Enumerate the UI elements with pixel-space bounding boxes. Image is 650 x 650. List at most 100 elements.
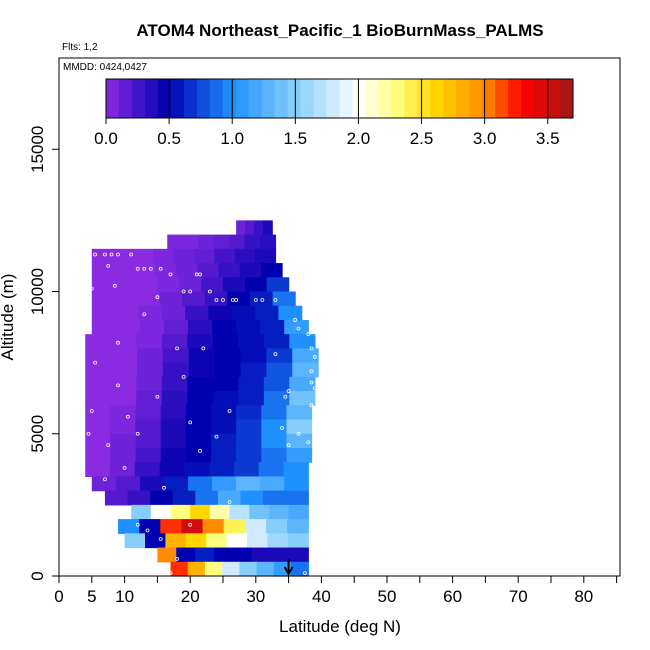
heatmap-cell xyxy=(236,447,262,463)
heatmap-cell xyxy=(238,376,265,392)
heatmap-cell xyxy=(267,533,289,549)
heatmap-cell xyxy=(214,362,242,378)
heatmap-cell xyxy=(135,405,162,421)
sample-marker xyxy=(86,431,91,436)
heatmap-cell xyxy=(286,433,313,449)
heatmap-cell xyxy=(157,277,180,293)
heatmap-cell xyxy=(197,263,220,278)
sample-marker xyxy=(122,465,127,470)
sample-marker xyxy=(214,434,219,439)
sample-marker xyxy=(162,485,166,490)
heatmap-cell xyxy=(236,319,261,335)
heatmap-cell xyxy=(132,248,154,264)
heatmap-cell xyxy=(131,504,152,520)
heatmap-cell xyxy=(261,419,288,435)
arrow-head xyxy=(283,566,294,577)
heatmap-cell xyxy=(270,547,291,563)
y-axis-label: Altitude (m) xyxy=(0,274,17,361)
heatmap-cell xyxy=(188,319,213,335)
heatmap-cell xyxy=(161,391,188,406)
heatmap-cell xyxy=(91,263,114,278)
sample-marker xyxy=(122,511,127,516)
heatmap-cell xyxy=(176,547,196,563)
heatmap-cell xyxy=(187,561,206,577)
heatmap-cell xyxy=(187,376,214,392)
sample-marker xyxy=(106,263,111,268)
heatmap-cell xyxy=(115,476,141,492)
sample-marker xyxy=(148,266,153,271)
heatmap-cell xyxy=(176,263,199,278)
heatmap-cell xyxy=(160,405,187,421)
heatmap-cell xyxy=(286,419,313,435)
sample-marker xyxy=(188,420,193,425)
heatmap-cell xyxy=(145,533,167,549)
heatmap-cell xyxy=(288,504,309,520)
heatmap-cell xyxy=(263,376,290,392)
sample-marker xyxy=(175,557,179,561)
sample-marker xyxy=(280,426,284,430)
sample-marker xyxy=(112,283,117,288)
sample-marker xyxy=(306,440,311,445)
colorbar-segment xyxy=(209,79,224,118)
heatmap-cell xyxy=(226,533,248,549)
heatmap-cell xyxy=(238,391,265,406)
x-tick-label: 80 xyxy=(574,587,593,606)
heatmap-cell xyxy=(173,248,195,264)
sample-marker xyxy=(283,394,288,399)
sample-marker xyxy=(309,403,314,408)
colorbar-tick-label: 0.5 xyxy=(157,129,181,148)
colorbar-segment xyxy=(157,79,172,118)
sample-marker xyxy=(207,289,212,294)
heatmap-cell xyxy=(195,490,219,506)
heatmap-cell xyxy=(136,291,161,307)
heatmap-cell xyxy=(284,319,309,335)
colorbar-segment xyxy=(417,79,431,118)
heatmap-cell xyxy=(212,334,239,349)
colorbar-segment xyxy=(170,79,185,118)
x-axis-label: Latitude (deg N) xyxy=(279,617,401,636)
colorbar-segment xyxy=(365,79,379,118)
heatmap-cell xyxy=(85,405,111,421)
heatmap-cell xyxy=(289,547,309,563)
x-tick-label: 40 xyxy=(312,587,331,606)
heatmap-cell xyxy=(263,220,273,236)
heatmap-cell xyxy=(236,476,261,492)
heatmap-cell xyxy=(198,234,215,250)
heatmap-cell xyxy=(110,462,136,478)
heatmap-cell xyxy=(289,376,316,392)
arrow xyxy=(283,558,294,577)
heatmap-cell xyxy=(240,348,267,364)
heatmap-cell xyxy=(136,334,163,349)
x-tick-label: 5 xyxy=(87,587,96,606)
sample-marker xyxy=(116,252,120,257)
colorbar-segment xyxy=(534,79,548,118)
heatmap-cell xyxy=(111,348,138,364)
heatmap-cell xyxy=(227,291,251,307)
sample-marker xyxy=(234,298,239,302)
sample-marker xyxy=(145,528,150,533)
colorbar-segment xyxy=(222,79,237,118)
y-axis: 0 5000 10000 15000 xyxy=(28,126,59,581)
heatmap-cell xyxy=(110,433,137,449)
sample-marker xyxy=(93,360,97,365)
heatmap-cell xyxy=(159,291,183,307)
sample-marker xyxy=(214,298,219,302)
sample-marker xyxy=(309,369,314,374)
heatmap-cell xyxy=(292,348,319,364)
heatmap-cell xyxy=(283,462,309,478)
colorbar-tick-label: 2.0 xyxy=(347,129,371,148)
heatmap-cell xyxy=(182,234,199,250)
heatmap-cell xyxy=(272,291,296,307)
y-tick-label: 15000 xyxy=(28,126,47,173)
heatmap-cell xyxy=(185,419,212,435)
heatmap-cell xyxy=(212,376,239,392)
sample-marker xyxy=(188,522,193,527)
colorbar-segment xyxy=(196,79,211,118)
heatmap-cell xyxy=(261,447,288,463)
heatmap-cell xyxy=(261,405,288,421)
heatmap-cell xyxy=(161,376,188,392)
heatmap-cell xyxy=(213,234,230,250)
heatmap-cell xyxy=(255,305,279,321)
heatmap-cell xyxy=(263,391,290,406)
